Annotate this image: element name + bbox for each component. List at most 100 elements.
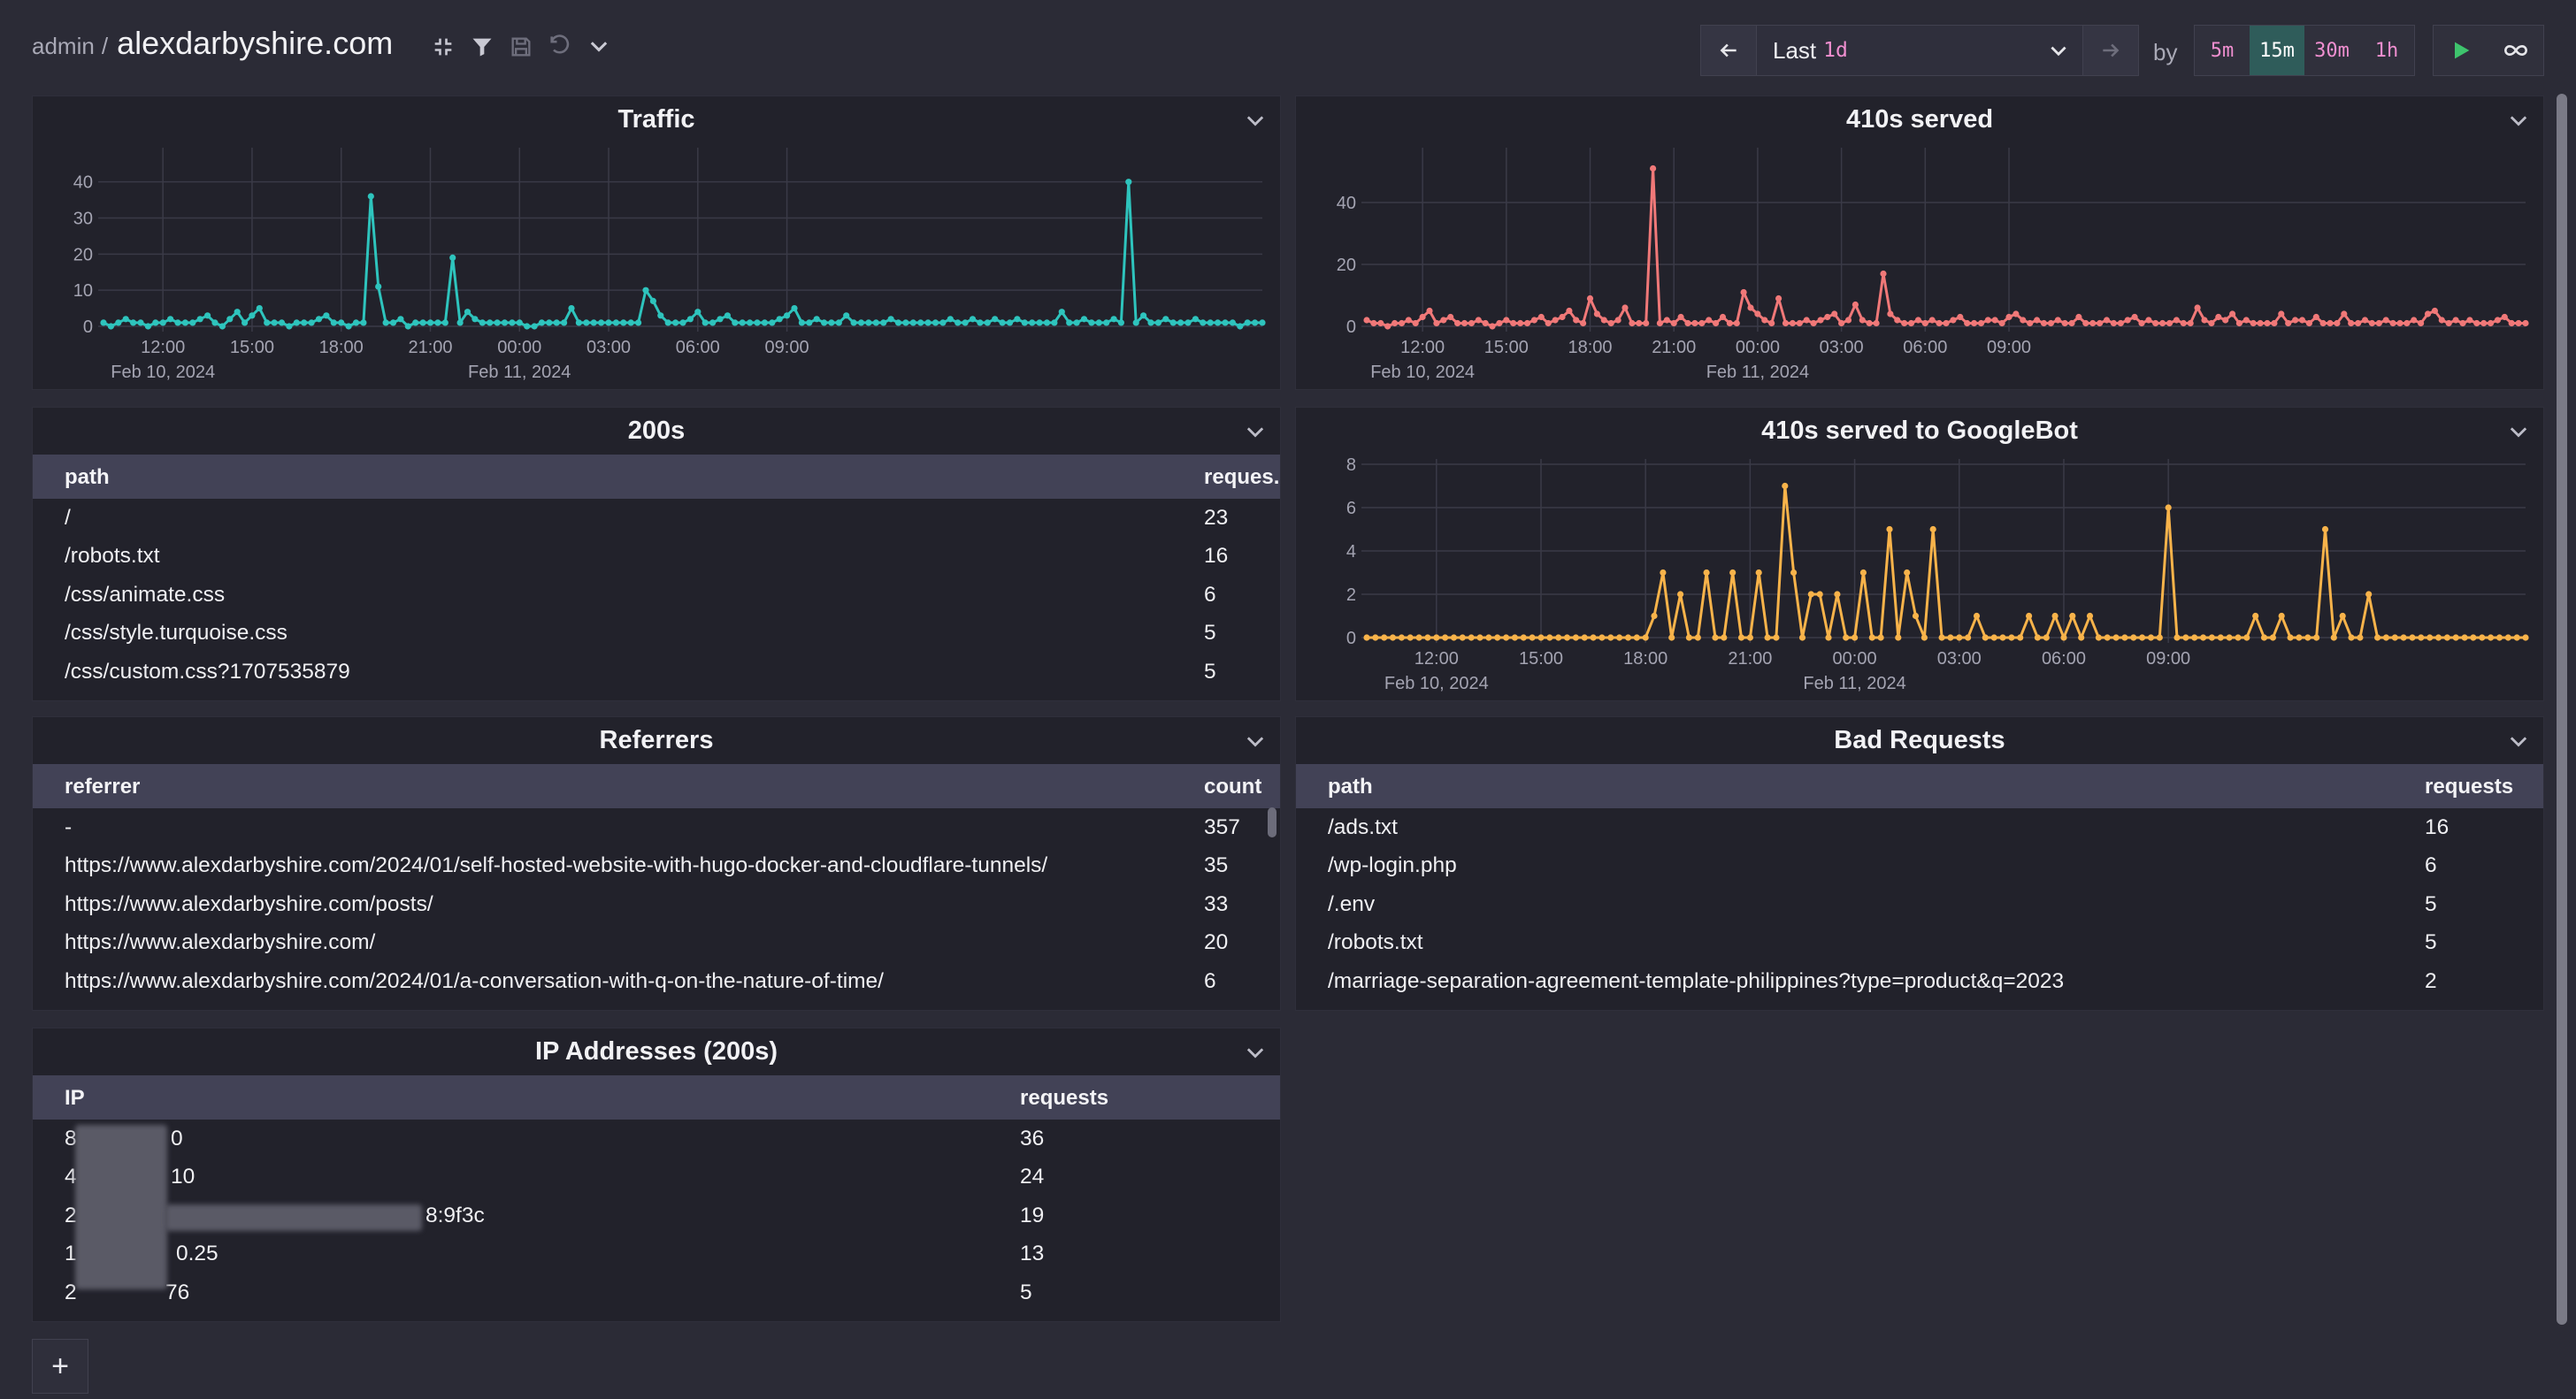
- table-row[interactable]: 2 76 5: [33, 1273, 1280, 1311]
- twohundreds-table[interactable]: path reques... / 23 /robots.txt 16 /css/an…: [33, 455, 1280, 700]
- data-point: [880, 319, 887, 326]
- table-row[interactable]: https://www.alexdarbyshire.com/2024/01/a…: [33, 962, 1280, 1000]
- page-scrollbar[interactable]: [2557, 94, 2567, 1325]
- data-point: [1460, 319, 1468, 327]
- column-header-path[interactable]: path: [65, 465, 110, 489]
- data-point: [977, 319, 984, 326]
- breadcrumb-admin-link[interactable]: admin: [32, 33, 95, 59]
- data-point: [1880, 270, 1887, 278]
- column-header-requests[interactable]: requests: [1020, 1086, 1109, 1110]
- column-header-referrer[interactable]: referrer: [65, 775, 141, 799]
- ip-addresses-table[interactable]: IP requests 8 0 36 4 10 24 2 8:9f3c 19 1…: [33, 1075, 1280, 1321]
- data-point: [1559, 313, 1566, 321]
- data-point: [2305, 319, 2312, 327]
- table-row[interactable]: / 23: [33, 499, 1280, 537]
- table-row[interactable]: /robots.txt 5: [1296, 923, 2543, 961]
- undo-icon[interactable]: [547, 34, 573, 60]
- referrers-table[interactable]: referrer count - 357 https://www.alexdarb…: [33, 764, 1280, 1010]
- interval-30m-button[interactable]: 30m: [2314, 39, 2350, 62]
- filter-icon[interactable]: [469, 34, 495, 60]
- data-point: [1614, 317, 1622, 324]
- data-point: [2034, 634, 2041, 641]
- add-panel-button[interactable]: +: [32, 1339, 88, 1394]
- table-row[interactable]: 4 10 24: [33, 1158, 1280, 1196]
- table-row[interactable]: https://www.alexdarbyshire.com/posts/33: [33, 885, 1280, 923]
- data-point: [2145, 317, 2152, 324]
- table-row[interactable]: 1 0.25 13: [33, 1235, 1280, 1273]
- x-tick-label: 12:00: [1414, 649, 1459, 669]
- chevron-down-icon[interactable]: [586, 34, 612, 60]
- data-point: [1147, 319, 1154, 326]
- data-point: [2424, 310, 2432, 317]
- data-point: [2260, 634, 2268, 641]
- save-icon[interactable]: [508, 34, 534, 60]
- table-row[interactable]: https://www.alexdarbyshire.com/20: [33, 923, 1280, 961]
- table-row[interactable]: /css/style.turquoise.css 5: [33, 614, 1280, 652]
- chevron-down-icon[interactable]: [2506, 730, 2531, 754]
- column-header-ip[interactable]: IP: [65, 1086, 85, 1110]
- previous-range-button[interactable]: [1700, 25, 1757, 76]
- x-date-label: Feb 11, 2024: [468, 363, 571, 382]
- column-header-count[interactable]: count: [1204, 775, 1262, 799]
- table-scrollbar[interactable]: [1268, 807, 1276, 837]
- table-row[interactable]: /marriage-separation-agreement-template-…: [1296, 962, 2543, 1000]
- data-point: [1468, 319, 1475, 327]
- time-range-select[interactable]: Last 1d: [1757, 25, 2082, 76]
- data-point: [242, 319, 249, 326]
- data-point: [1904, 569, 1911, 577]
- data-point: [2480, 319, 2488, 327]
- data-point: [524, 323, 531, 330]
- data-point: [1229, 319, 1236, 326]
- chevron-down-icon[interactable]: [1243, 109, 1268, 134]
- data-point: [218, 323, 226, 330]
- x-tick-label: 15:00: [1484, 338, 1529, 357]
- interval-15m-button[interactable]: 15m: [2250, 26, 2304, 75]
- collapse-icon[interactable]: [430, 34, 456, 60]
- data-point: [1552, 317, 1559, 324]
- data-point: [2296, 634, 2303, 641]
- traffic-chart: 0 10 20 30 40 12:00 15:00 18:00 21:00 00:00 03:00 0…: [73, 148, 1266, 382]
- chevron-down-icon[interactable]: [2506, 420, 2531, 445]
- interval-1h-button[interactable]: 1h: [2374, 39, 2399, 62]
- table-row[interactable]: /robots.txt 16: [33, 537, 1280, 575]
- table-row[interactable]: /.env 5: [1296, 885, 2543, 923]
- table-row[interactable]: /css/animate.css 6: [33, 576, 1280, 614]
- table-row[interactable]: /css/custom.css?1707535879 5: [33, 653, 1280, 691]
- row-referrer: https://www.alexdarbyshire.com/: [65, 930, 376, 955]
- column-header-path[interactable]: path: [1328, 775, 1373, 799]
- next-range-button[interactable]: [2082, 25, 2139, 76]
- data-point: [2191, 634, 2198, 641]
- play-button[interactable]: [2434, 26, 2488, 75]
- time-range-control: Last 1d: [1700, 25, 2139, 76]
- column-header-requests[interactable]: requests: [2425, 775, 2514, 799]
- column-header-requests[interactable]: reques...: [1204, 465, 1280, 489]
- interval-5m-button[interactable]: 5m: [2210, 39, 2235, 62]
- data-point: [1407, 634, 1414, 641]
- data-point: [1572, 634, 1579, 641]
- table-row[interactable]: - 357: [33, 808, 1280, 846]
- data-point: [293, 319, 300, 326]
- live-refresh-button[interactable]: [2488, 26, 2543, 75]
- row-count: 35: [1204, 853, 1229, 878]
- table-row[interactable]: /wp-login.php 6: [1296, 846, 2543, 884]
- chevron-down-icon[interactable]: [1243, 1041, 1268, 1066]
- table-row[interactable]: 8 0 36: [33, 1120, 1280, 1158]
- data-point: [894, 319, 902, 326]
- interval-selector: 5m 15m 30m 1h: [2194, 25, 2415, 76]
- data-point: [761, 319, 769, 326]
- data-point: [1894, 317, 1901, 324]
- chevron-down-icon[interactable]: [2506, 109, 2531, 134]
- data-point: [1668, 634, 1675, 641]
- chevron-down-icon[interactable]: [1243, 730, 1268, 754]
- data-point: [2182, 634, 2189, 641]
- data-point: [2187, 319, 2194, 327]
- bad-requests-table[interactable]: path requests /ads.txt 16 /wp-login.php 6 …: [1296, 764, 2543, 1010]
- data-point: [2334, 319, 2341, 327]
- table-row[interactable]: /ads.txt 16: [1296, 808, 2543, 846]
- data-point: [2069, 612, 2076, 620]
- data-point: [546, 319, 553, 326]
- table-row[interactable]: https://www.alexdarbyshire.com/2024/01/s…: [33, 846, 1280, 884]
- chevron-down-icon[interactable]: [1243, 420, 1268, 445]
- table-row[interactable]: 2 8:9f3c 19: [33, 1196, 1280, 1235]
- data-point: [1936, 319, 1943, 327]
